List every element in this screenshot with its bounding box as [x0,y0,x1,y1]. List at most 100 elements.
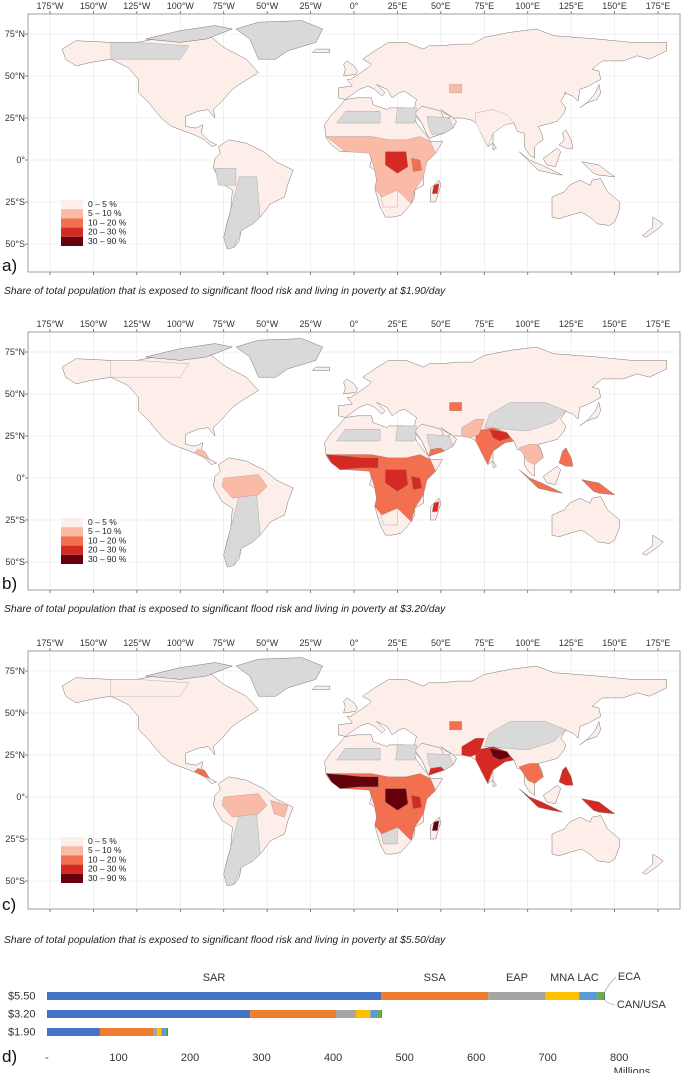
x-axis-label: Millions [614,1066,651,1073]
bar-segment-lac [161,1028,166,1036]
lon-tick-label: 50°W [256,1,279,11]
lat-tick-label: 50°S [5,239,25,249]
risk-region [426,116,454,135]
lon-tick-label: 50°E [431,319,451,329]
panel-letter-a: a) [2,256,18,275]
risk-region [336,111,381,124]
x-tick-label: 100 [109,1052,127,1064]
lon-tick-label: 125°E [559,638,584,648]
lon-tick-label: 25°E [388,319,408,329]
lon-tick-label: 175°W [36,638,64,648]
panel-letter-c: c) [2,895,17,914]
legend-label: 5 – 10 % [88,845,122,855]
legend-swatch [61,873,83,883]
lat-tick-label: 50°N [5,708,25,718]
lon-tick-label: 150°W [80,319,108,329]
stacked-bar-chart: $5.50 $3.20 $1.90 SAR SSA EAP MNA LAC ECA CAN/USA… [2,971,667,1073]
land-japan [579,402,601,427]
risk-region [461,738,485,757]
risk-region [326,454,379,470]
land-greenland [235,338,323,378]
risk-region [484,721,567,751]
lat-tick-label: 50°S [5,557,25,567]
risk-region [581,798,615,814]
lon-tick-label: 100°W [167,319,195,329]
legend-swatch [61,527,83,537]
map-legend: 0 – 5 %5 – 10 %10 – 20 %20 – 30 %30 – 90… [61,517,127,564]
x-tick-label: 200 [181,1052,199,1064]
risk-region [581,479,615,495]
risk-region [110,679,190,697]
lon-tick-label: 50°E [431,638,451,648]
legend-label: 5 – 10 % [88,208,122,218]
lat-tick-label: 0° [16,155,25,165]
risk-region [489,748,511,761]
lon-tick-label: 175°E [646,319,671,329]
land-northAmerica [61,37,259,147]
lat-tick-label: 50°S [5,876,25,886]
lon-tick-label: 175°W [36,319,64,329]
series-leader-line [603,976,617,995]
legend-label: 10 – 20 % [88,854,127,864]
risk-region [395,107,417,124]
risk-region [518,763,544,784]
risk-region [326,454,436,522]
lon-tick-label: 50°E [431,1,451,11]
legend-swatch [61,218,83,228]
risk-regions [110,360,615,568]
lon-tick-label: 125°E [559,319,584,329]
lon-tick-label: 125°W [123,319,151,329]
lon-tick-label: 150°W [80,638,108,648]
legend-label: 30 – 90 % [88,873,127,883]
legend-swatch [61,236,83,246]
land-australia [551,815,621,863]
series-label: CAN/USA [617,999,667,1011]
risk-region [489,429,511,442]
land-northAmerica [61,355,259,465]
land-australia [551,496,621,544]
risk-region [221,474,268,499]
land-japan [579,84,601,109]
legend-label: 10 – 20 % [88,217,127,227]
land-iceland [312,685,330,690]
lon-tick-label: 100°W [167,638,195,648]
land-borneo [543,784,561,804]
land-philippines [558,129,574,149]
land-canadaArctic [145,662,233,680]
risk-region [518,788,563,813]
lon-tick-label: 50°W [256,638,279,648]
series-label: LAC [577,972,598,984]
lat-tick-label: 0° [16,473,25,483]
legend-swatch [61,209,83,219]
risk-region [194,768,210,779]
lon-tick-label: 175°E [646,1,671,11]
risk-region [385,788,409,811]
risk-region [432,501,440,512]
legend-label: 30 – 90 % [88,236,127,246]
bar-segment-mna [545,992,580,1000]
land-greenland [235,657,323,697]
risk-region [518,469,563,494]
series-leader-line [604,999,615,1006]
risk-region [558,447,574,467]
land-japan [579,721,601,746]
risk-region [432,183,440,194]
map-legend: 0 – 5 %5 – 10 %10 – 20 %20 – 30 %30 – 90… [61,199,127,246]
risk-regions [110,42,514,250]
risk-region [411,476,422,490]
x-tick-label: 500 [395,1052,413,1064]
bar-segment-eca [597,992,605,1000]
risk-region [449,402,462,411]
legend-swatch [61,200,83,210]
land-newZealand [642,853,664,875]
lon-tick-label: 175°W [36,1,64,11]
land-northAmerica [61,674,259,784]
bar-segment-eca [165,1028,168,1036]
series-label: EAP [506,972,528,984]
lon-tick-label: 100°E [515,638,540,648]
bar-segment-eap [335,1010,357,1018]
map-caption-c: Share of total population that is expose… [4,935,446,946]
lon-tick-label: 125°W [123,638,151,648]
legend-swatch [61,545,83,555]
lat-tick-label: 75°N [5,666,25,676]
